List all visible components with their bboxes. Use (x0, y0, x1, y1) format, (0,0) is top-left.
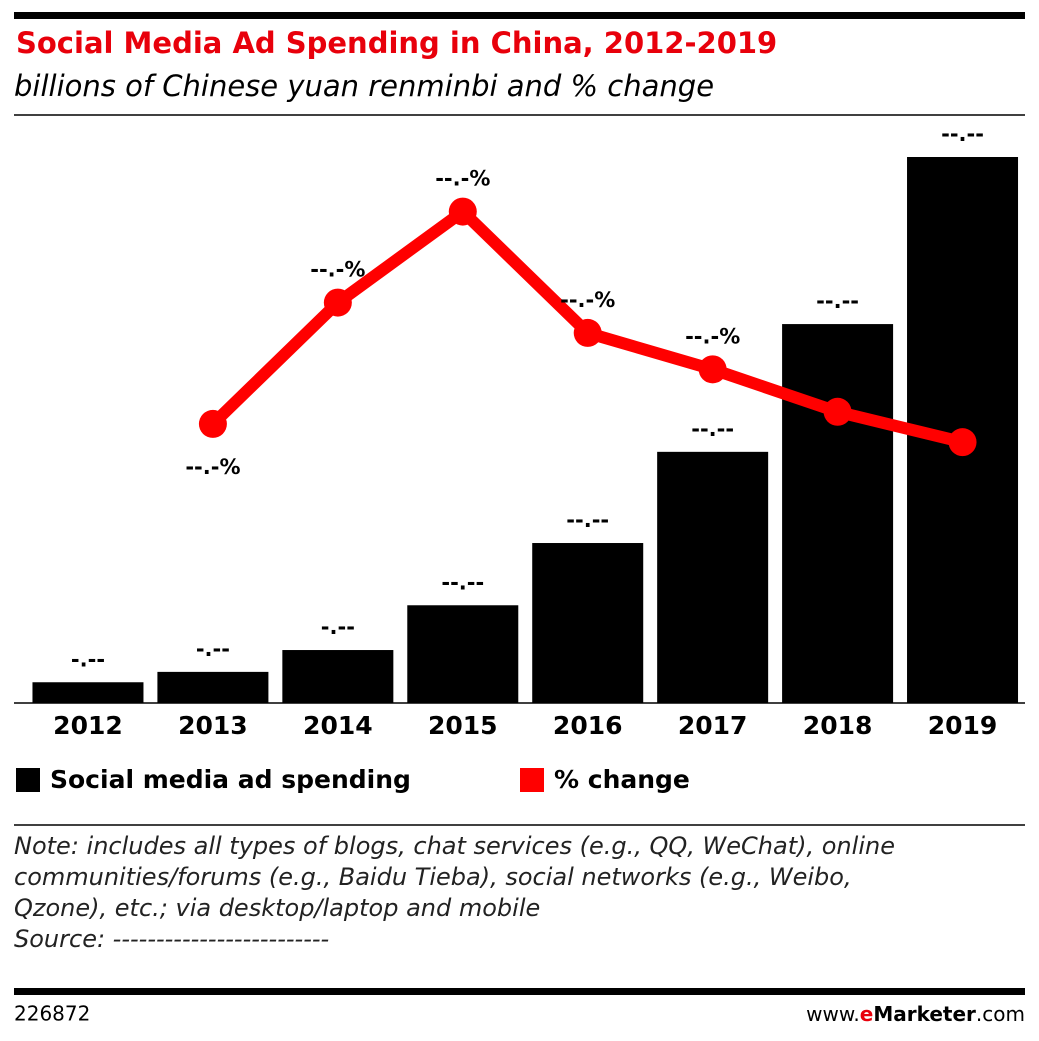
bar (157, 671, 269, 703)
top-rule (14, 12, 1025, 19)
chart-title: Social Media Ad Spending in China, 2012-… (16, 26, 777, 60)
data-label: --.-% (560, 288, 615, 312)
data-label: --.-% (935, 397, 990, 421)
x-tick-label: 2018 (803, 711, 873, 740)
data-label: --.-% (435, 167, 490, 191)
brand-part: www. (806, 1002, 860, 1026)
note: Source: ------------------------- (14, 925, 329, 953)
brand-part: e (860, 1002, 874, 1026)
x-tick-label: 2012 (53, 711, 123, 740)
data-label: --.-% (185, 455, 240, 479)
note: Note: includes all types of blogs, chat … (14, 832, 895, 860)
x-tick-label: 2016 (553, 711, 623, 740)
note: Qzone), etc.; via desktop/laptop and mob… (14, 894, 540, 922)
line-point (948, 428, 977, 457)
bar (782, 324, 894, 703)
chart-id: 226872 (14, 1002, 90, 1026)
brand-part: Marketer (873, 1002, 976, 1026)
data-label: --.-- (816, 289, 859, 313)
data-label: -.-- (71, 647, 105, 671)
brand: www.eMarketer.com (806, 1002, 1025, 1026)
line-point (198, 409, 227, 438)
data-label: --.-% (810, 367, 865, 391)
x-tick-label: 2014 (303, 711, 373, 740)
x-tick-label: 2015 (428, 711, 498, 740)
data-label: --.-% (685, 324, 740, 348)
line-point (698, 355, 727, 384)
line-point (323, 288, 352, 317)
legend-label: Social media ad spending (50, 765, 411, 794)
data-label: --.-% (310, 258, 365, 282)
data-label: --.-- (441, 570, 484, 594)
legend-label: % change (554, 765, 690, 794)
bar (282, 650, 394, 703)
bar (32, 682, 144, 703)
bar (407, 605, 519, 703)
x-tick-label: 2019 (928, 711, 998, 740)
x-tick-label: 2013 (178, 711, 248, 740)
bar (532, 543, 644, 703)
legend-swatch (520, 768, 544, 792)
chart-subtitle: billions of Chinese yuan renminbi and % … (14, 69, 714, 103)
data-label: --.-- (941, 122, 984, 146)
data-label: --.-- (566, 508, 609, 532)
brand-part: .com (976, 1002, 1025, 1026)
legend-swatch (16, 768, 40, 792)
line-point (573, 318, 602, 347)
data-label: --.-- (691, 417, 734, 441)
data-label: -.-- (196, 637, 230, 661)
x-tick-label: 2017 (678, 711, 748, 740)
bar (657, 451, 769, 703)
line-point (823, 397, 852, 426)
data-label: -.-- (321, 615, 355, 639)
note: communities/forums (e.g., Baidu Tieba), … (14, 863, 852, 891)
bottom-rule (14, 988, 1025, 995)
line-point (448, 197, 477, 226)
